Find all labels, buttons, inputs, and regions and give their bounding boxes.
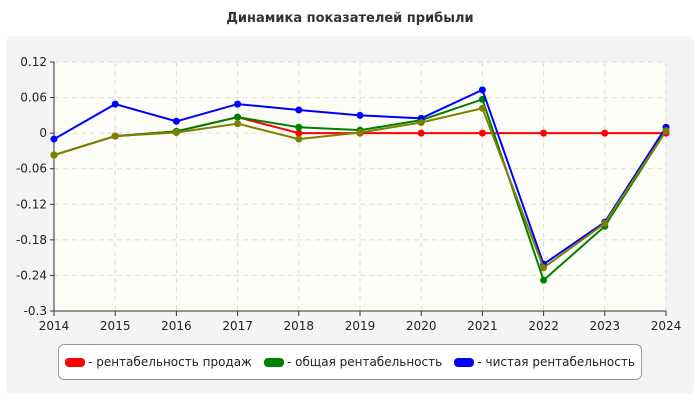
x-tick-label: 2021 — [467, 319, 498, 333]
y-tick-label: -0.18 — [16, 233, 47, 247]
data-point — [234, 100, 242, 108]
x-tick-label: 2014 — [39, 319, 70, 333]
data-point — [601, 129, 609, 137]
x-tick-label: 2024 — [651, 319, 682, 333]
x-tick-label: 2022 — [528, 319, 559, 333]
data-point — [478, 104, 486, 112]
legend: - рентабельность продаж - общая рентабел… — [58, 344, 642, 380]
y-tick-label: 0.06 — [20, 91, 47, 105]
data-point — [50, 135, 58, 143]
data-point — [478, 86, 486, 94]
legend-swatch — [454, 357, 475, 367]
data-point — [234, 113, 242, 121]
legend-swatch — [264, 357, 285, 367]
y-tick-label: -0.24 — [16, 268, 47, 282]
data-point — [295, 106, 303, 114]
data-point — [111, 132, 119, 140]
data-point — [356, 111, 364, 119]
data-point — [417, 118, 425, 126]
x-tick-label: 2019 — [345, 319, 376, 333]
data-point — [478, 129, 486, 137]
y-tick-label: -0.3 — [24, 304, 47, 318]
y-tick-label: 0 — [39, 126, 47, 140]
y-tick-label: 0.12 — [20, 55, 47, 69]
data-point — [540, 264, 548, 272]
data-point — [295, 135, 303, 143]
data-point — [662, 127, 670, 135]
data-point — [111, 100, 119, 108]
data-point — [540, 276, 548, 284]
data-point — [172, 129, 180, 137]
data-point — [417, 129, 425, 137]
data-point — [172, 117, 180, 125]
data-point — [50, 151, 58, 159]
data-point — [540, 129, 548, 137]
data-point — [356, 129, 364, 137]
x-tick-label: 2020 — [406, 319, 437, 333]
legend-item-total: - общая рентабельность — [264, 355, 442, 369]
legend-item-sales: - рентабельность продаж — [65, 355, 252, 369]
x-tick-label: 2018 — [284, 319, 315, 333]
legend-label: - общая рентабельность — [287, 355, 443, 369]
legend-label: - рентабельность продаж — [88, 355, 252, 369]
y-tick-label: -0.06 — [16, 162, 47, 176]
y-tick-label: -0.12 — [16, 197, 47, 211]
x-tick-label: 2015 — [100, 319, 131, 333]
data-point — [601, 219, 609, 227]
data-point — [234, 120, 242, 128]
x-tick-label: 2023 — [590, 319, 621, 333]
x-tick-label: 2016 — [161, 319, 192, 333]
chart-title: Динамика показателей прибыли — [226, 11, 474, 26]
x-tick-label: 2017 — [222, 319, 253, 333]
data-point — [295, 123, 303, 131]
legend-item-net: - чистая рентабельность — [454, 355, 635, 369]
legend-swatch — [65, 357, 86, 367]
legend-label: - чистая рентабельность — [477, 355, 635, 369]
data-point — [295, 129, 303, 137]
